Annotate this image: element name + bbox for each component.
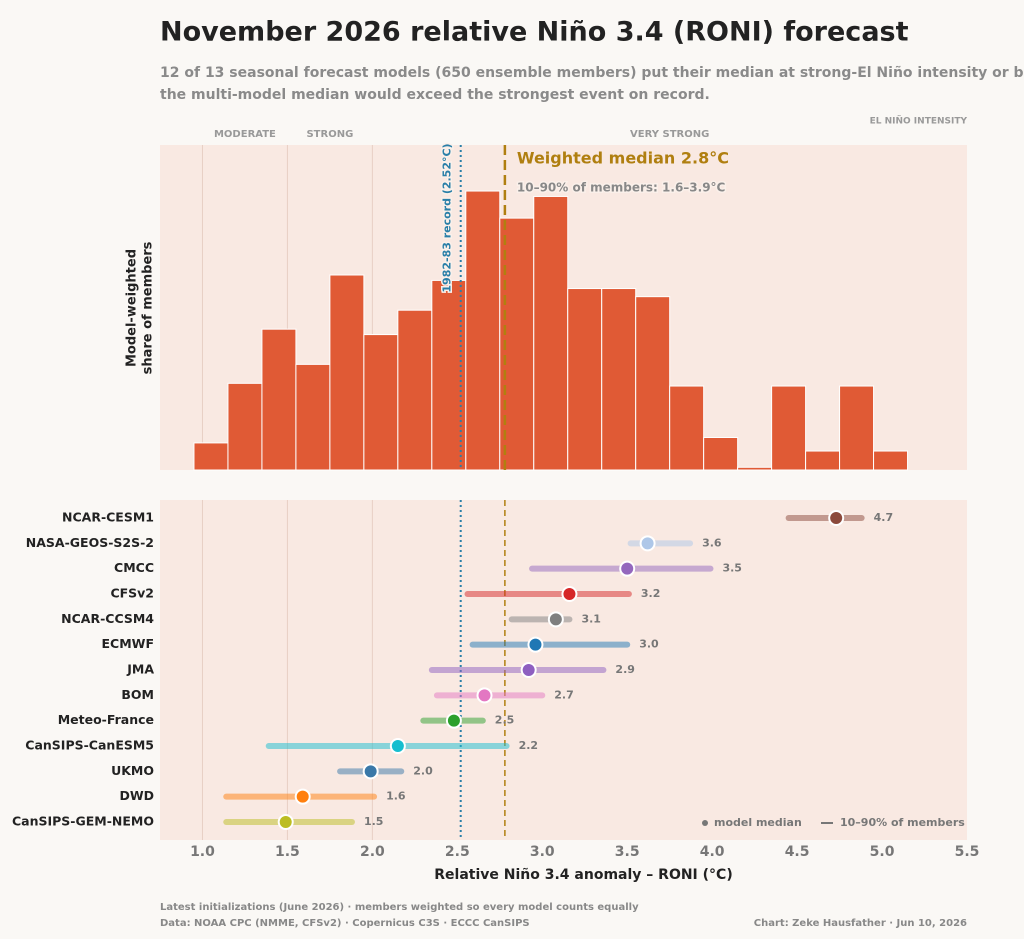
x-tick-label: 5.5 [955, 844, 980, 860]
median-dot [547, 611, 564, 628]
model-label: DWD [119, 788, 154, 803]
bar [227, 382, 263, 471]
x-tick-label: 4.5 [785, 844, 810, 860]
median-dot [389, 738, 406, 754]
median-dot [277, 814, 294, 830]
model-label: CMCC [114, 560, 154, 575]
subtitle: the multi-model median would exceed the … [160, 87, 710, 103]
bar [261, 328, 297, 471]
median-dot [828, 510, 845, 526]
model-label: CanSIPS-CanESM5 [25, 738, 154, 753]
x-tick-label: 2.5 [445, 844, 470, 860]
band-label: VERY STRONG [630, 129, 709, 140]
median-dot [362, 763, 379, 780]
x-label: Relative Niño 3.4 anomaly – RONI (°C) [434, 867, 732, 883]
bar [329, 274, 365, 471]
legend-dot [702, 820, 708, 826]
bar [193, 442, 229, 471]
bar [567, 288, 603, 471]
bar [771, 385, 807, 471]
x-tick-label: 2.0 [360, 844, 385, 860]
y-label: share of members [141, 241, 156, 374]
median-range-label: 10–90% of members: 1.6–3.9°C [517, 181, 726, 195]
value-label: 3.5 [722, 562, 742, 575]
value-label: 2.0 [413, 764, 433, 777]
x-tick-label: 3.0 [530, 844, 555, 860]
value-label: 3.6 [702, 536, 722, 549]
model-label: UKMO [111, 763, 154, 778]
x-tick-label: 1.5 [275, 844, 300, 860]
bar [703, 437, 739, 471]
value-label: 2.7 [554, 688, 574, 701]
bar [533, 195, 569, 471]
model-label: CanSIPS-GEM-NEMO [12, 814, 154, 829]
bar [397, 309, 433, 471]
model-label: Meteo-France [58, 712, 154, 727]
model-label: BOM [121, 687, 154, 702]
model-label: NASA-GEOS-S2S-2 [26, 535, 154, 550]
value-label: 3.0 [639, 638, 659, 651]
value-label: 3.1 [581, 612, 601, 625]
value-label: 2.2 [519, 739, 539, 752]
footer: Data: NOAA CPC (NMME, CFSv2) · Copernicu… [160, 918, 530, 929]
value-label: 2.5 [495, 714, 515, 727]
bar [669, 385, 705, 471]
value-label: 1.6 [386, 790, 406, 803]
value-label: 1.5 [364, 815, 384, 828]
bar [635, 296, 671, 471]
band-label: MODERATE [214, 129, 276, 140]
legend-label: 10–90% of members [840, 816, 965, 829]
y-label: Model-weighted [125, 249, 140, 367]
record-label: 1982-83 record (2.52°C) [441, 143, 454, 292]
median-dot [445, 712, 462, 729]
bar [601, 288, 637, 471]
footer: Latest initializations (June 2026) · mem… [160, 902, 639, 913]
intensity-title: EL NIÑO INTENSITY [870, 116, 968, 127]
median-label: Weighted median 2.8°C [517, 149, 729, 168]
value-label: 2.9 [615, 663, 635, 676]
value-label: 4.7 [874, 511, 894, 524]
bar [839, 385, 875, 471]
bar [805, 450, 841, 471]
bar [295, 363, 331, 471]
bar [465, 190, 501, 471]
x-tick-label: 3.5 [615, 844, 640, 860]
bar [873, 450, 909, 471]
median-dot [527, 636, 544, 653]
median-dot [476, 687, 493, 704]
model-label: CFSv2 [110, 586, 154, 601]
median-dot [561, 586, 578, 602]
legend-label: model median [714, 816, 802, 829]
model-label: ECMWF [102, 636, 154, 651]
subtitle: 12 of 13 seasonal forecast models (650 e… [160, 65, 1024, 81]
median-dot [619, 560, 636, 577]
credit: Chart: Zeke Hausfather · Jun 10, 2026 [754, 918, 967, 929]
x-tick-label: 5.0 [870, 844, 895, 860]
x-tick-label: 1.0 [190, 844, 215, 860]
bar [363, 334, 399, 471]
bar [737, 466, 773, 471]
title: November 2026 relative Niño 3.4 (RONI) f… [160, 17, 909, 48]
median-dot [520, 662, 537, 678]
band-label: STRONG [306, 129, 353, 140]
median-dot [639, 535, 656, 552]
median-dot [294, 788, 311, 805]
model-label: NCAR-CESM1 [62, 510, 154, 525]
x-tick-label: 4.0 [700, 844, 725, 860]
model-label: JMA [126, 662, 154, 677]
model-label: NCAR-CCSM4 [61, 611, 154, 626]
value-label: 3.2 [641, 587, 661, 600]
